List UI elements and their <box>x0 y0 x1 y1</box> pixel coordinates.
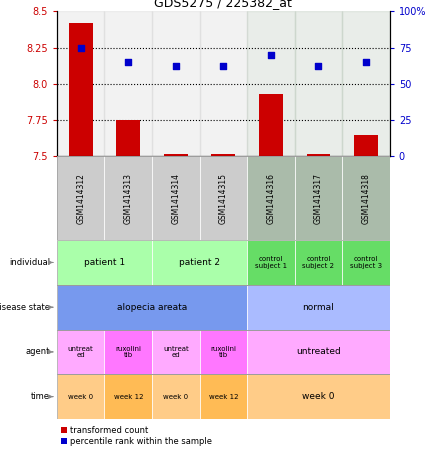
Bar <box>212 154 235 156</box>
Bar <box>200 374 247 419</box>
Title: GDS5275 / 225382_at: GDS5275 / 225382_at <box>155 0 292 9</box>
Bar <box>295 11 342 156</box>
Bar <box>152 330 200 374</box>
Text: week 0: week 0 <box>163 394 188 400</box>
Text: untreat
ed: untreat ed <box>163 346 189 358</box>
Bar <box>152 156 200 240</box>
Bar <box>152 240 247 285</box>
Point <box>268 51 275 58</box>
Bar <box>342 240 390 285</box>
Bar <box>354 135 378 156</box>
Text: GSM1414315: GSM1414315 <box>219 173 228 224</box>
Bar <box>259 94 283 156</box>
Point <box>363 58 370 66</box>
Bar <box>295 240 342 285</box>
Text: week 12: week 12 <box>208 394 238 400</box>
Bar <box>200 156 247 240</box>
Text: normal: normal <box>303 303 334 312</box>
Bar <box>57 330 105 374</box>
Bar <box>57 374 390 419</box>
Bar <box>57 240 390 285</box>
Bar <box>247 11 295 156</box>
Bar <box>69 23 92 156</box>
Bar <box>247 285 390 330</box>
Text: control
subject 2: control subject 2 <box>303 256 335 269</box>
Text: GSM1414318: GSM1414318 <box>361 173 371 224</box>
Bar <box>164 154 188 156</box>
Bar <box>247 240 295 285</box>
Text: individual: individual <box>9 258 50 267</box>
Bar <box>295 156 342 240</box>
Bar <box>342 156 390 240</box>
Bar <box>152 11 200 156</box>
Text: GSM1414314: GSM1414314 <box>171 173 180 224</box>
Bar <box>342 11 390 156</box>
Text: control
subject 1: control subject 1 <box>255 256 287 269</box>
Bar <box>117 120 140 156</box>
Bar <box>247 330 390 374</box>
Text: untreat
ed: untreat ed <box>68 346 94 358</box>
Bar <box>247 374 390 419</box>
Text: GSM1414312: GSM1414312 <box>76 173 85 224</box>
Text: patient 1: patient 1 <box>84 258 125 267</box>
Bar <box>57 285 247 330</box>
Text: week 0: week 0 <box>302 392 335 401</box>
Text: time: time <box>31 392 50 401</box>
Text: alopecia areata: alopecia areata <box>117 303 187 312</box>
Bar <box>57 240 152 285</box>
Bar <box>247 156 295 240</box>
Text: GSM1414313: GSM1414313 <box>124 173 133 224</box>
Text: patient 2: patient 2 <box>179 258 220 267</box>
Bar <box>105 11 152 156</box>
Text: ruxolini
tib: ruxolini tib <box>115 346 141 358</box>
Bar <box>57 285 390 330</box>
Bar <box>105 156 152 240</box>
Point <box>125 58 132 66</box>
Bar <box>57 156 105 240</box>
Bar <box>152 374 200 419</box>
Text: agent: agent <box>26 347 50 357</box>
Bar <box>57 11 105 156</box>
Point <box>220 63 227 70</box>
Bar <box>200 11 247 156</box>
Legend: transformed count, percentile rank within the sample: transformed count, percentile rank withi… <box>61 426 212 446</box>
Text: ruxolini
tib: ruxolini tib <box>210 346 237 358</box>
Text: disease state: disease state <box>0 303 50 312</box>
Text: GSM1414317: GSM1414317 <box>314 173 323 224</box>
Text: week 0: week 0 <box>68 394 93 400</box>
Text: untreated: untreated <box>296 347 341 357</box>
Point <box>315 63 322 70</box>
Text: control
subject 3: control subject 3 <box>350 256 382 269</box>
Text: week 12: week 12 <box>113 394 143 400</box>
Bar <box>57 330 390 374</box>
Text: GSM1414316: GSM1414316 <box>266 173 276 224</box>
Bar <box>57 374 105 419</box>
Point <box>172 63 179 70</box>
Bar <box>105 374 152 419</box>
Bar <box>200 330 247 374</box>
Point <box>77 44 84 51</box>
Bar <box>307 154 330 156</box>
Bar <box>105 330 152 374</box>
